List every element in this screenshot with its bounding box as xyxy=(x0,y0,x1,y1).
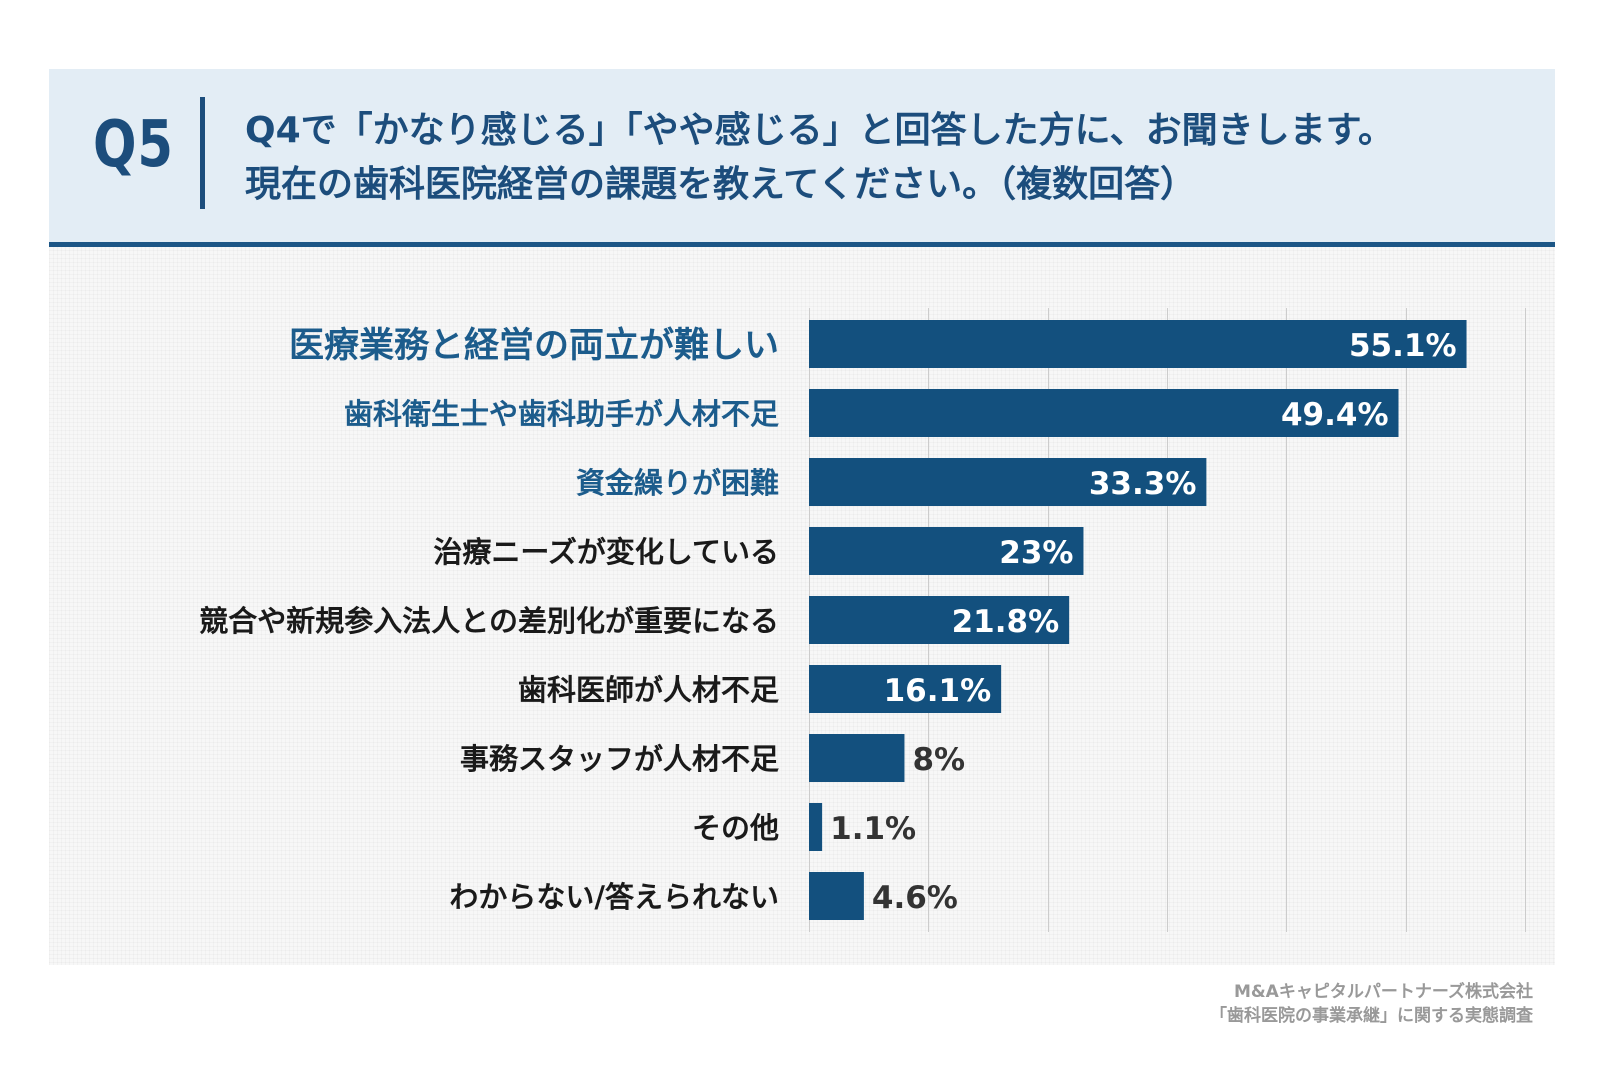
category-label: 競合や新規参入法人との差別化が重要になる xyxy=(199,604,779,638)
category-label: 資金繰りが困難 xyxy=(576,466,779,500)
header-divider xyxy=(200,97,205,209)
question-header: Q5 Q4で「かなり感じる」「やや感じる」と回答した方に、お聞きします。 現在の… xyxy=(49,69,1555,247)
source-company: M&Aキャピタルパートナーズ株式会社 xyxy=(1233,982,1533,1002)
category-label: 医療業務と経営の両立が難しい xyxy=(289,326,779,366)
bar xyxy=(809,389,1399,437)
category-label: 事務スタッフが人材不足 xyxy=(460,742,779,776)
value-label: 21.8% xyxy=(952,604,1060,640)
bar xyxy=(809,803,823,851)
category-label: 歯科医師が人材不足 xyxy=(518,673,779,707)
bar xyxy=(809,527,1084,575)
value-label: 49.4% xyxy=(1281,397,1389,433)
category-label: 治療ニーズが変化している xyxy=(433,535,779,569)
value-label: 55.1% xyxy=(1349,328,1457,364)
value-label: 1.1% xyxy=(830,811,916,847)
category-label: その他 xyxy=(692,811,779,845)
bar xyxy=(809,596,1070,644)
bar xyxy=(809,458,1207,506)
question-text-line2: 現在の歯科医院経営の課題を教えてください。（複数回答） xyxy=(245,164,1197,205)
question-number: Q5 xyxy=(93,108,174,182)
value-label: 23% xyxy=(999,535,1073,571)
bar xyxy=(809,734,905,782)
category-label: わからない/答えられない xyxy=(449,880,779,914)
question-text-line1: Q4で「かなり感じる」「やや感じる」と回答した方に、お聞きします。 xyxy=(245,110,1394,151)
source-survey: 「歯科医院の事業承継」に関する実態調査 xyxy=(1210,1006,1533,1026)
bar xyxy=(809,320,1467,368)
bar xyxy=(809,665,1002,713)
value-label: 8% xyxy=(912,742,965,778)
value-label: 16.1% xyxy=(884,673,992,709)
value-label: 4.6% xyxy=(872,880,958,916)
bar xyxy=(809,872,864,920)
value-label: 33.3% xyxy=(1089,466,1197,502)
category-label: 歯科衛生士や歯科助手が人材不足 xyxy=(344,397,779,431)
source-credit: M&Aキャピタルパートナーズ株式会社 「歯科医院の事業承継」に関する実態調査 xyxy=(1210,980,1533,1028)
